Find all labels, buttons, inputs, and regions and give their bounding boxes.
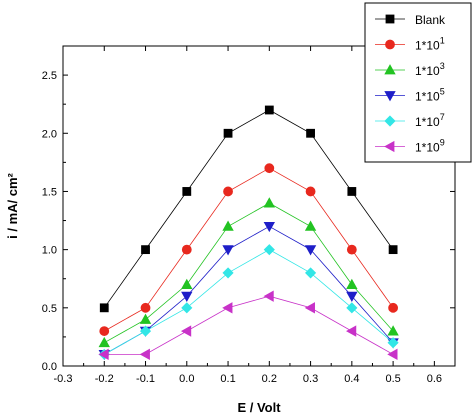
x-tick-label: -0.3 (54, 373, 73, 385)
axes: -0.3 -0.2 -0.1 0.0 0.1 0.2 0.3 0.4 0.5 0.6 0.0 0.5 1… (42, 45, 455, 385)
legend-item: 1*105 (375, 87, 445, 104)
series-line (103, 109, 394, 309)
data-point (180, 325, 192, 337)
data-point (139, 348, 150, 361)
data-point (222, 302, 233, 314)
series-line (104, 202, 394, 344)
data-point (223, 186, 233, 197)
legend-item: 1*103 (375, 61, 445, 78)
data-point (99, 326, 110, 336)
data-point (304, 245, 317, 256)
legend-marker (384, 115, 396, 127)
legend-label: 1*105 (415, 87, 445, 104)
series-line (104, 249, 394, 355)
x-tick-label: -0.2 (95, 373, 114, 385)
series-line (104, 295, 394, 355)
series-group (98, 105, 399, 361)
series-line (104, 225, 394, 355)
data-point (264, 163, 275, 174)
x-tick-label: 0.3 (303, 373, 318, 385)
data-point (387, 348, 398, 361)
series-1 (99, 105, 398, 313)
y-axis-title: i / mA/ cm² (5, 172, 20, 238)
data-point (346, 325, 357, 337)
data-point (98, 336, 110, 348)
data-point (388, 245, 398, 255)
legend-label: 1*109 (415, 138, 445, 155)
legend-label: 1*101 (415, 36, 445, 53)
data-point (263, 197, 275, 208)
data-point (223, 128, 233, 138)
data-point (346, 291, 358, 303)
y-tick-label: 1.0 (42, 245, 57, 257)
data-point (263, 244, 275, 256)
data-point (305, 267, 317, 279)
data-point (264, 105, 274, 115)
data-point (181, 302, 193, 314)
x-tick-label: 0.4 (344, 373, 359, 385)
data-point (181, 291, 193, 303)
data-point (346, 278, 358, 289)
x-tick-label: 0.2 (262, 373, 277, 385)
data-point (347, 187, 357, 196)
data-point (98, 348, 109, 361)
series-2 (99, 163, 399, 336)
x-tick-label: 0.6 (427, 373, 442, 385)
data-point (346, 244, 357, 255)
legend-box (364, 2, 472, 163)
plot-area-border (62, 45, 456, 367)
y-tick-label: 2.5 (42, 70, 57, 82)
data-point (306, 128, 315, 138)
legend-item: Blank (375, 13, 446, 27)
series-line (104, 167, 394, 332)
legend-item: 1*109 (375, 138, 445, 155)
x-tick-label: 0.5 (385, 373, 400, 385)
y-tick-label: 0.0 (42, 361, 57, 373)
legend-item: 1*107 (375, 112, 445, 129)
data-point (263, 221, 275, 233)
data-point (182, 187, 192, 196)
data-point (387, 325, 399, 336)
legend-marker (384, 91, 396, 102)
data-point (305, 186, 316, 197)
series-3 (98, 197, 399, 348)
data-point (222, 267, 234, 279)
data-point (304, 302, 315, 314)
data-point (222, 220, 234, 231)
data-point (263, 290, 274, 302)
x-tick-label: 0.0 (179, 373, 194, 385)
data-point (140, 302, 151, 313)
data-point (99, 303, 109, 313)
data-point (388, 302, 399, 313)
data-point (181, 278, 193, 289)
series-4 (98, 221, 399, 361)
data-point (222, 245, 234, 256)
y-tick-label: 1.5 (42, 186, 57, 198)
data-point (139, 325, 152, 337)
y-tick-label: 0.5 (42, 303, 57, 315)
x-tick-label: -0.1 (136, 373, 155, 385)
legend-label: 1*103 (415, 61, 445, 78)
legend: Blank 1*101 1*103 1*105 1*107 1*109 (364, 2, 472, 163)
data-point (139, 313, 152, 324)
data-point (346, 302, 358, 314)
legend-marker (384, 140, 395, 153)
y-tick-label: 2.0 (42, 128, 57, 140)
legend-marker (384, 64, 396, 75)
legend-item: 1*101 (375, 36, 445, 53)
legend-label: Blank (415, 13, 446, 27)
data-point (181, 244, 192, 255)
legend-marker (385, 14, 395, 24)
series-6 (98, 290, 398, 361)
data-point (304, 220, 317, 231)
x-tick-label: 0.1 (220, 373, 235, 385)
data-point (387, 337, 399, 349)
plot-frame (62, 45, 456, 367)
legend-marker (385, 39, 395, 50)
x-axis-title: E / Volt (237, 400, 281, 415)
legend-label: 1*107 (415, 112, 445, 129)
data-point (141, 245, 150, 255)
